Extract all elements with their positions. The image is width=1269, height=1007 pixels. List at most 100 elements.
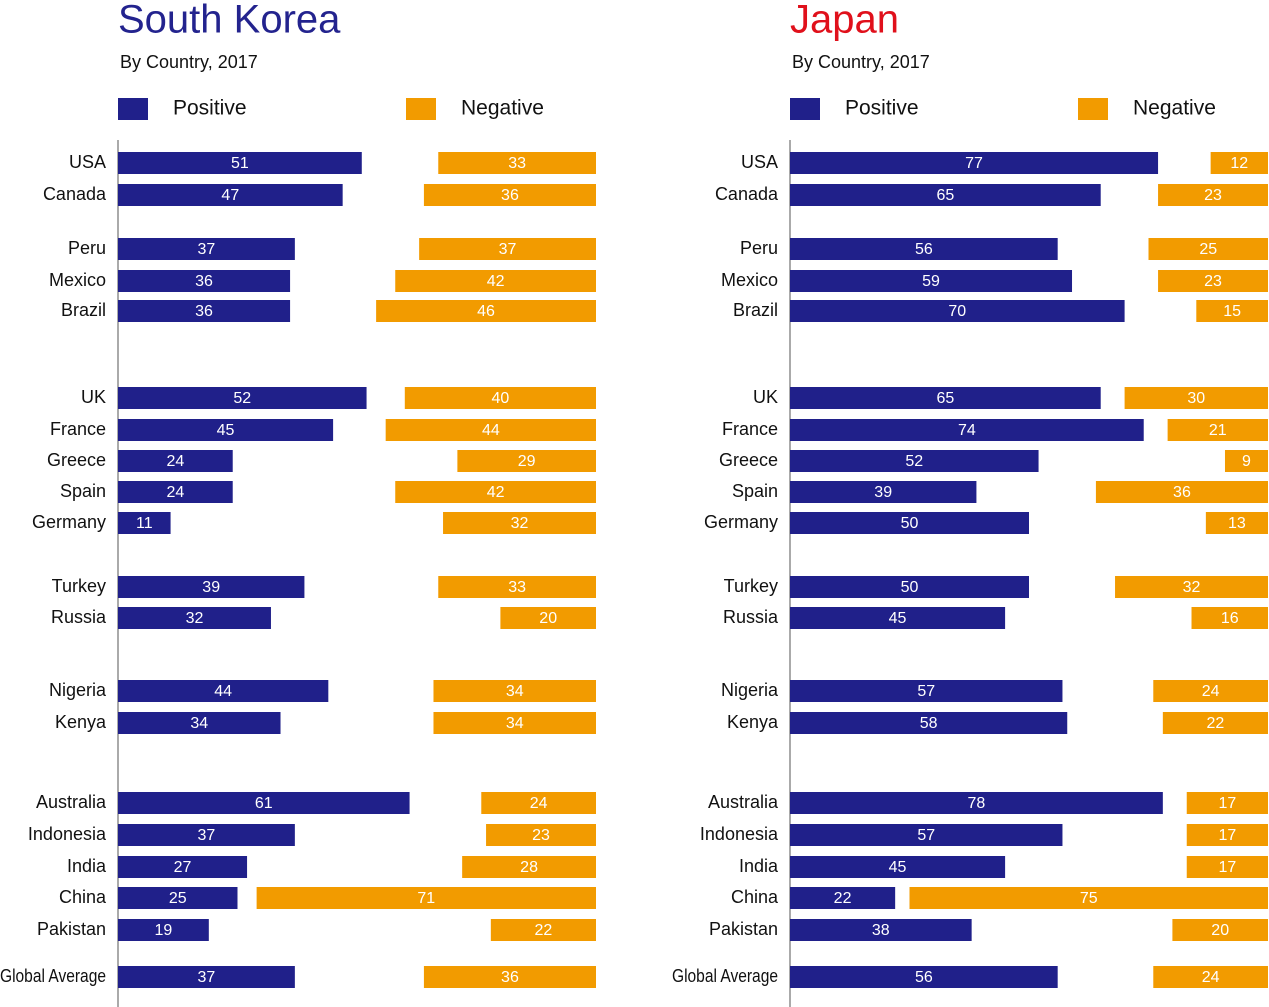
- value-label: 37: [198, 827, 216, 844]
- chart-subtitle: By Country, 2017: [792, 52, 930, 72]
- value-label: 20: [539, 610, 557, 627]
- value-label: 21: [1209, 422, 1227, 439]
- positive-bar: [790, 792, 1163, 814]
- positive-bar: [118, 481, 233, 503]
- category-label: Mexico: [49, 270, 106, 290]
- category-label: Russia: [51, 607, 107, 627]
- negative-bar: [486, 824, 596, 846]
- positive-bar: [118, 450, 233, 472]
- negative-bar: [1186, 824, 1268, 846]
- value-label: 29: [518, 453, 536, 470]
- value-label: 45: [217, 422, 235, 439]
- category-label: Brazil: [733, 300, 778, 320]
- value-label: 52: [233, 390, 251, 407]
- value-label: 23: [532, 827, 550, 844]
- value-label: 42: [487, 484, 505, 501]
- positive-bar: [118, 270, 291, 292]
- negative-bar: [457, 450, 596, 472]
- negative-bar: [1172, 919, 1268, 941]
- category-label: Nigeria: [721, 680, 779, 700]
- value-label: 23: [1204, 187, 1222, 204]
- category-label: Spain: [732, 481, 778, 501]
- value-label: 38: [872, 922, 890, 939]
- negative-bar: [1186, 856, 1268, 878]
- value-label: 19: [155, 922, 173, 939]
- negative-bar: [1158, 270, 1268, 292]
- negative-bar: [423, 184, 596, 206]
- category-label: Pakistan: [709, 919, 778, 939]
- negative-bar: [1148, 238, 1268, 260]
- value-label: 59: [922, 273, 940, 290]
- category-label: USA: [69, 152, 106, 172]
- value-label: 57: [917, 827, 935, 844]
- value-label: 22: [834, 890, 852, 907]
- negative-bar: [490, 919, 596, 941]
- category-label: Peru: [740, 238, 778, 258]
- value-label: 34: [506, 715, 524, 732]
- value-label: 39: [874, 484, 892, 501]
- value-label: 36: [195, 303, 213, 320]
- category-label: Brazil: [61, 300, 106, 320]
- negative-bar: [1095, 481, 1268, 503]
- value-label: 70: [948, 303, 966, 320]
- category-label: Spain: [60, 481, 106, 501]
- value-label: 22: [1207, 715, 1225, 732]
- value-label: 50: [901, 515, 919, 532]
- value-label: 32: [511, 515, 529, 532]
- value-label: 17: [1218, 827, 1236, 844]
- positive-bar: [790, 270, 1073, 292]
- positive-bar: [118, 824, 295, 846]
- category-label: France: [722, 419, 778, 439]
- value-label: 34: [190, 715, 208, 732]
- value-label: 37: [198, 241, 216, 258]
- positive-bar: [118, 238, 295, 260]
- value-label: 17: [1218, 795, 1236, 812]
- legend-label: Positive: [845, 97, 919, 120]
- positive-bar: [118, 184, 343, 206]
- negative-bar: [1224, 450, 1268, 472]
- value-label: 44: [214, 683, 232, 700]
- positive-bar: [790, 238, 1058, 260]
- value-label: 65: [936, 390, 954, 407]
- negative-bar: [256, 887, 596, 909]
- positive-bar: [118, 152, 362, 174]
- value-label: 33: [508, 579, 526, 596]
- value-label: 56: [915, 969, 933, 986]
- value-label: 50: [901, 579, 919, 596]
- value-label: 45: [889, 610, 907, 627]
- negative-bar: [462, 856, 596, 878]
- category-label: Greece: [719, 450, 778, 470]
- value-label: 34: [506, 683, 524, 700]
- positive-bar: [790, 824, 1063, 846]
- category-label: Canada: [715, 184, 779, 204]
- value-label: 37: [499, 241, 517, 258]
- positive-bar: [790, 966, 1058, 988]
- negative-bar: [1153, 680, 1268, 702]
- value-label: 44: [482, 422, 500, 439]
- value-label: 51: [231, 155, 249, 172]
- value-label: 65: [936, 187, 954, 204]
- positive-bar: [118, 512, 171, 534]
- positive-bar: [790, 481, 977, 503]
- negative-bar: [1153, 966, 1268, 988]
- positive-bar: [790, 387, 1101, 409]
- value-label: 22: [535, 922, 553, 939]
- negative-bar: [438, 152, 596, 174]
- positive-bar: [790, 450, 1039, 472]
- positive-bar: [118, 300, 291, 322]
- category-label: UK: [81, 387, 106, 407]
- value-label: 71: [417, 890, 435, 907]
- positive-bar: [118, 792, 410, 814]
- legend-swatch: [1078, 98, 1108, 120]
- negative-bar: [404, 387, 596, 409]
- value-label: 36: [501, 969, 519, 986]
- legend-label: Negative: [461, 97, 544, 120]
- negative-bar: [1115, 576, 1268, 598]
- positive-bar: [790, 856, 1006, 878]
- negative-bar: [395, 270, 596, 292]
- legend-label: Positive: [173, 97, 247, 120]
- category-label: Pakistan: [37, 919, 106, 939]
- negative-bar: [1205, 512, 1268, 534]
- value-label: 36: [195, 273, 213, 290]
- category-label: Indonesia: [28, 824, 107, 844]
